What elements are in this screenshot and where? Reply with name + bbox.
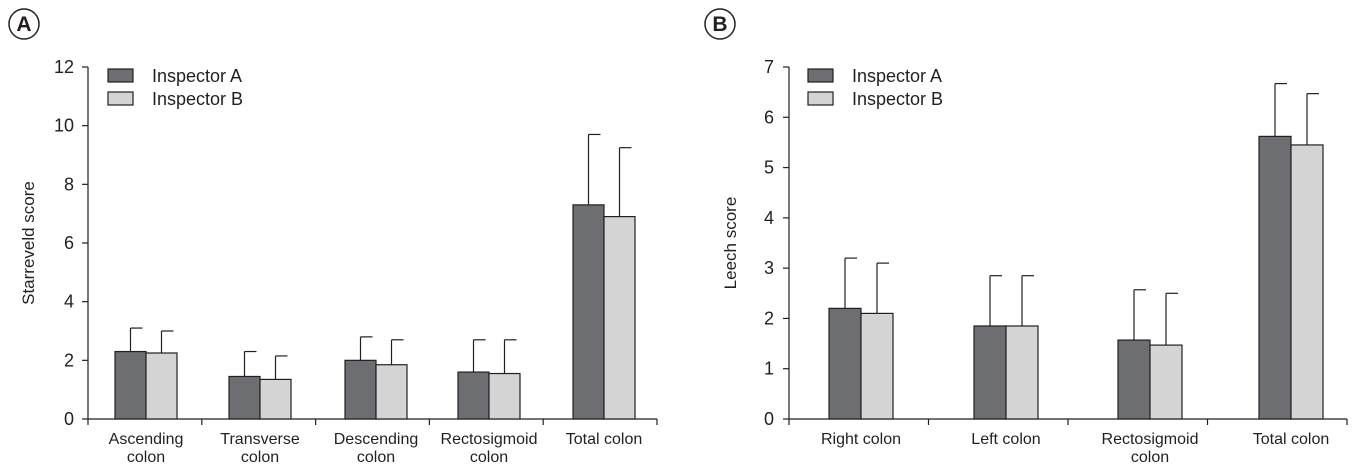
x-tick-label: Descending — [334, 431, 419, 448]
x-tick-label: Right colon — [821, 431, 901, 448]
bar-inspector-a — [572, 204, 605, 420]
legend-label: Inspector B — [152, 89, 243, 109]
x-tick-label: colon — [241, 449, 279, 466]
y-tick-label: 7 — [764, 57, 774, 77]
bar-inspector-a — [457, 371, 490, 420]
y-tick-label: 12 — [54, 57, 74, 77]
bar-inspector-b — [375, 364, 408, 420]
legend-swatch — [107, 68, 134, 83]
bar-inspector-b — [1005, 325, 1039, 420]
bar-inspector-b — [1149, 344, 1183, 420]
legend-swatch — [107, 91, 134, 106]
x-tick-label: Ascending — [109, 431, 184, 448]
panel-b: B 0 1 2 3 4 5 6 7 Leech score Right colon Left colo… — [704, 8, 1348, 466]
legend-label: Inspector B — [852, 89, 943, 109]
y-tick-label: 0 — [764, 409, 774, 429]
x-tick-label: colon — [470, 449, 508, 466]
panel-label-circle — [8, 8, 40, 40]
y-tick-label: 10 — [54, 116, 74, 136]
bar-inspector-b — [259, 378, 292, 420]
bar-inspector-a — [1258, 135, 1292, 420]
y-tick-label: 6 — [764, 107, 774, 127]
y-tick-label: 0 — [64, 409, 74, 429]
x-tick-label: colon — [357, 449, 395, 466]
bar-inspector-a — [114, 350, 147, 420]
x-tick-label: colon — [1131, 449, 1169, 466]
bar-inspector-a — [828, 307, 862, 420]
y-tick-label: 1 — [764, 359, 774, 379]
bar-inspector-b — [1290, 144, 1324, 420]
bar-inspector-a — [1117, 339, 1151, 420]
y-axis-label: Leech score — [721, 197, 740, 290]
bar-inspector-a — [228, 375, 261, 420]
y-tick-label: 4 — [64, 292, 74, 312]
bar-inspector-b — [488, 372, 521, 420]
panel-label: A — [16, 13, 31, 36]
x-tick-label: Transverse — [220, 431, 300, 448]
x-tick-label: Total colon — [566, 431, 643, 448]
y-tick-label: 3 — [764, 258, 774, 278]
y-tick-label: 6 — [64, 233, 74, 253]
y-tick-label: 2 — [764, 308, 774, 328]
bar-inspector-b — [860, 312, 894, 420]
y-tick-label: 8 — [64, 174, 74, 194]
y-axis-label: Starreveld score — [19, 181, 38, 305]
panel-label-circle — [704, 8, 736, 40]
y-tick-label: 2 — [64, 350, 74, 370]
bar-inspector-a — [344, 359, 377, 420]
legend-label: Inspector A — [152, 66, 242, 86]
bar-inspector-a — [973, 325, 1007, 420]
panel-label: B — [712, 13, 727, 36]
bar-inspector-b — [145, 352, 178, 420]
y-tick-label: 5 — [764, 158, 774, 178]
x-tick-label: colon — [127, 449, 165, 466]
x-tick-label: Rectosigmoid — [1102, 431, 1199, 448]
y-tick-label: 4 — [764, 208, 774, 228]
legend-swatch — [807, 68, 834, 83]
x-tick-label: Total colon — [1253, 431, 1330, 448]
x-tick-label: Left colon — [971, 431, 1040, 448]
bar-inspector-b — [603, 216, 636, 420]
legend-label: Inspector A — [852, 66, 942, 86]
x-tick-label: Rectosigmoid — [441, 431, 538, 448]
legend-swatch — [807, 91, 834, 106]
